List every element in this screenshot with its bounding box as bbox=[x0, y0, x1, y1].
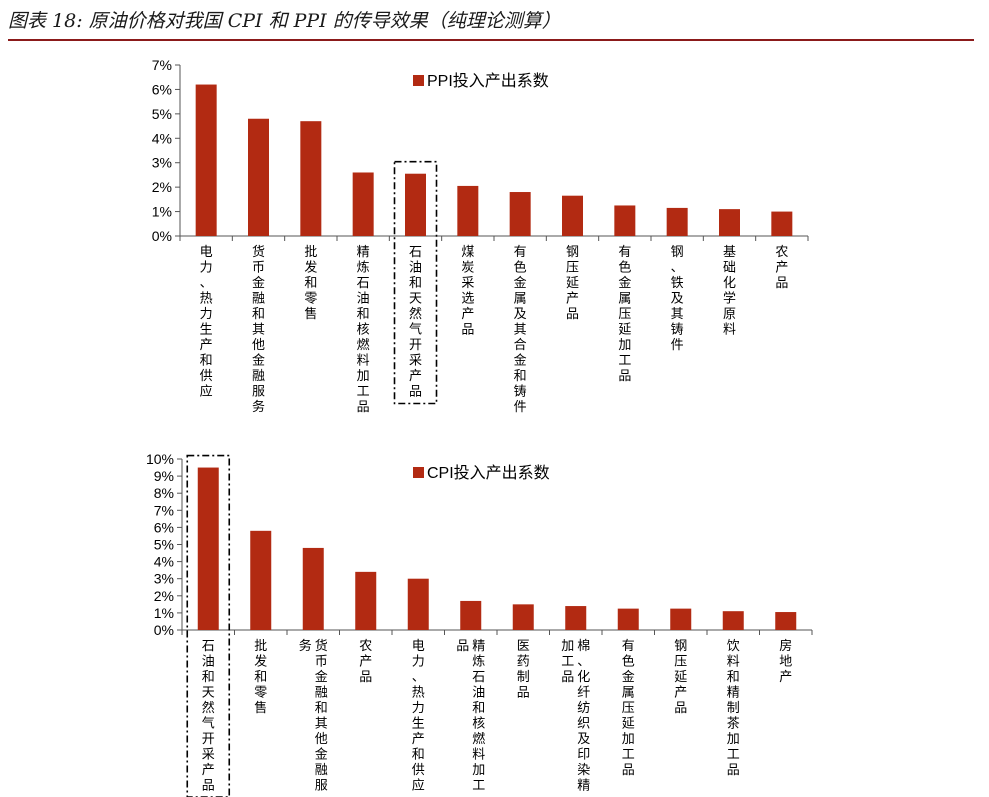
bar bbox=[771, 211, 793, 236]
y-tick-label: 6% bbox=[152, 81, 172, 97]
legend-swatch bbox=[413, 75, 424, 86]
category-label: 批发和零售 bbox=[304, 245, 317, 322]
bar bbox=[302, 547, 324, 630]
bar bbox=[352, 172, 374, 236]
category-label: 医药制品 bbox=[517, 639, 530, 701]
category-label: 棉、化纤纺织及印染精加工品 bbox=[561, 639, 590, 794]
category-label: 精炼石油和核燃料加工品 bbox=[456, 639, 485, 794]
bar bbox=[666, 207, 688, 236]
bar bbox=[355, 571, 377, 630]
category-label: 石油和天然气开采产品 bbox=[202, 639, 215, 794]
category-label: 钢压延产品 bbox=[674, 639, 687, 716]
bar bbox=[197, 467, 219, 630]
category-label: 有色金属压延加工品 bbox=[622, 639, 635, 778]
y-tick-label: 2% bbox=[152, 179, 172, 195]
bar bbox=[614, 205, 636, 236]
y-tick-label: 10% bbox=[146, 451, 174, 467]
bar bbox=[719, 209, 740, 236]
bar bbox=[300, 121, 322, 236]
legend-swatch bbox=[413, 467, 424, 478]
category-label: 基础化学原料 bbox=[723, 245, 736, 338]
y-tick-label: 3% bbox=[152, 155, 172, 171]
y-tick-label: 0% bbox=[154, 622, 174, 638]
y-tick-label: 4% bbox=[152, 130, 172, 146]
y-tick-label: 6% bbox=[154, 519, 174, 535]
bar bbox=[722, 611, 744, 630]
y-tick-label: 4% bbox=[154, 554, 174, 570]
y-tick-label: 1% bbox=[154, 605, 174, 621]
category-label: 有色金属压延加工品 bbox=[618, 245, 631, 384]
ppi-bar-chart: 0% 1% 2% 3% 4% 5% 6% 7% 电力、热力生产和供应 货币金融和其他金融服务 批发和… bbox=[152, 57, 809, 415]
category-label: 石油和天然气开采产品 bbox=[409, 245, 422, 400]
bar bbox=[565, 606, 587, 630]
category-label: 煤炭采选产品 bbox=[461, 245, 474, 338]
y-tick-label: 7% bbox=[152, 57, 172, 73]
highlight-box bbox=[186, 454, 231, 797]
y-tick-label: 5% bbox=[152, 106, 172, 122]
bar bbox=[195, 84, 217, 237]
y-tick-label: 0% bbox=[152, 228, 172, 244]
bar bbox=[248, 118, 269, 236]
legend-label: PPI投入产出系数 bbox=[427, 72, 549, 90]
bar bbox=[405, 173, 426, 236]
category-label: 钢压延产品 bbox=[566, 245, 579, 322]
bar bbox=[775, 612, 797, 630]
category-label: 房地产 bbox=[779, 638, 792, 685]
y-tick-label: 7% bbox=[154, 502, 174, 518]
category-label: 农产品 bbox=[359, 639, 372, 685]
bar bbox=[460, 600, 482, 630]
y-tick-label: 1% bbox=[152, 204, 172, 220]
cpi-bar-chart: 0%1%2%3%4%5% 6%7%8%9%10% 石油和天然气开采产品 批发和零售 货币… bbox=[146, 451, 813, 797]
y-tick-label: 2% bbox=[154, 588, 174, 604]
y-tick-label: 8% bbox=[154, 485, 174, 501]
bar bbox=[250, 530, 272, 630]
y-tick-label: 9% bbox=[154, 468, 174, 484]
bar bbox=[562, 195, 583, 236]
category-label: 批发和零售 bbox=[254, 639, 267, 716]
category-label: 农产品 bbox=[775, 245, 788, 291]
title-rule bbox=[8, 39, 974, 41]
bar bbox=[617, 608, 639, 630]
category-label: 有色金属及其合金和铸件 bbox=[514, 245, 527, 415]
legend-label: CPI投入产出系数 bbox=[427, 464, 550, 482]
category-label: 电力、热力生产和供应 bbox=[412, 639, 425, 794]
category-label: 饮料和精制茶加工品 bbox=[727, 639, 740, 778]
highlight-box bbox=[393, 160, 438, 405]
y-tick-label: 5% bbox=[154, 537, 174, 553]
category-label: 钢、铁及其铸件 bbox=[671, 245, 684, 353]
bar bbox=[407, 578, 429, 630]
figure-title: 图表 18: 原油价格对我国 CPI 和 PPI 的传导效果（纯理论测算） bbox=[8, 10, 561, 32]
category-label: 货币金融和其他金融服务 bbox=[299, 638, 328, 794]
category-label: 货币金融和其他金融服务 bbox=[252, 244, 265, 415]
bar bbox=[509, 192, 531, 236]
category-label: 电力、热力生产和供应 bbox=[200, 245, 213, 400]
bar bbox=[670, 608, 692, 630]
y-tick-label: 3% bbox=[154, 571, 174, 587]
bar bbox=[512, 604, 534, 630]
bar bbox=[457, 185, 479, 236]
category-label: 精炼石油和核燃料加工品 bbox=[357, 245, 370, 415]
